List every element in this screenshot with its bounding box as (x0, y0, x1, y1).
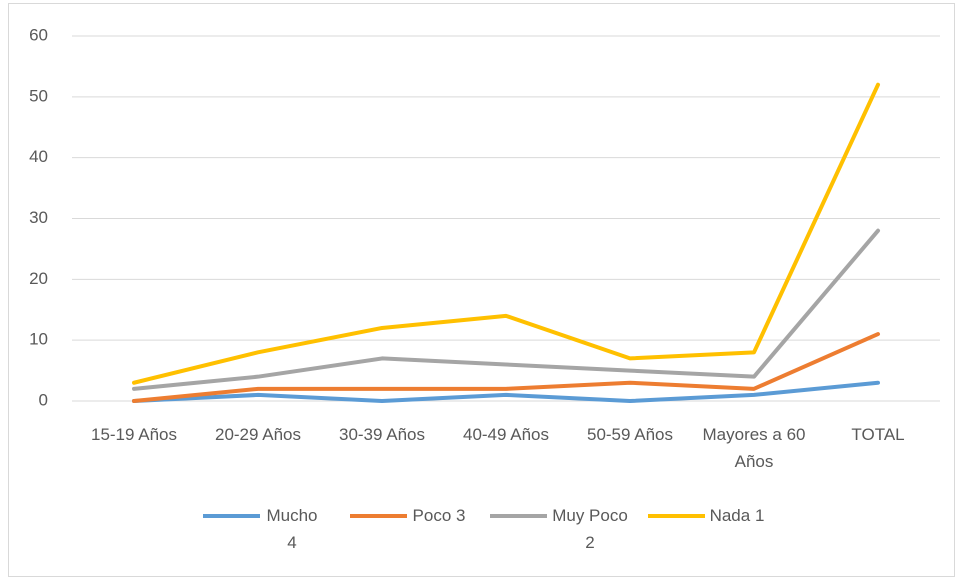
series-line (132, 332, 880, 403)
series-line (132, 82, 880, 385)
y-tick-label: 50 (29, 86, 48, 105)
y-tick-label: 20 (29, 269, 48, 288)
x-tick-label: 15-19 Años (90, 425, 177, 444)
y-tick-label: 60 (29, 25, 48, 44)
y-tick-label: 30 (29, 208, 48, 227)
y-tick-label: 40 (29, 147, 48, 166)
legend-label: Nada 1 (709, 506, 765, 525)
x-tick-label: 50-59 Años (586, 425, 673, 444)
chart-border (8, 3, 955, 577)
x-tick-label: TOTAL (851, 425, 905, 444)
x-tick-label: Mayores a 60 Años (702, 425, 806, 471)
y-tick-label: 0 (39, 390, 48, 409)
series-line (132, 228, 880, 391)
legend-label: Mucho 4 (266, 506, 318, 552)
series-line (132, 380, 880, 403)
x-tick-label: 20-29 Años (214, 425, 301, 444)
legend-label: Poco 3 (412, 506, 466, 525)
x-tick-label: 40-49 Años (462, 425, 549, 444)
y-tick-label: 10 (29, 330, 48, 349)
x-tick-label: 30-39 Años (338, 425, 425, 444)
legend-label: Muy Poco 2 (552, 506, 628, 552)
